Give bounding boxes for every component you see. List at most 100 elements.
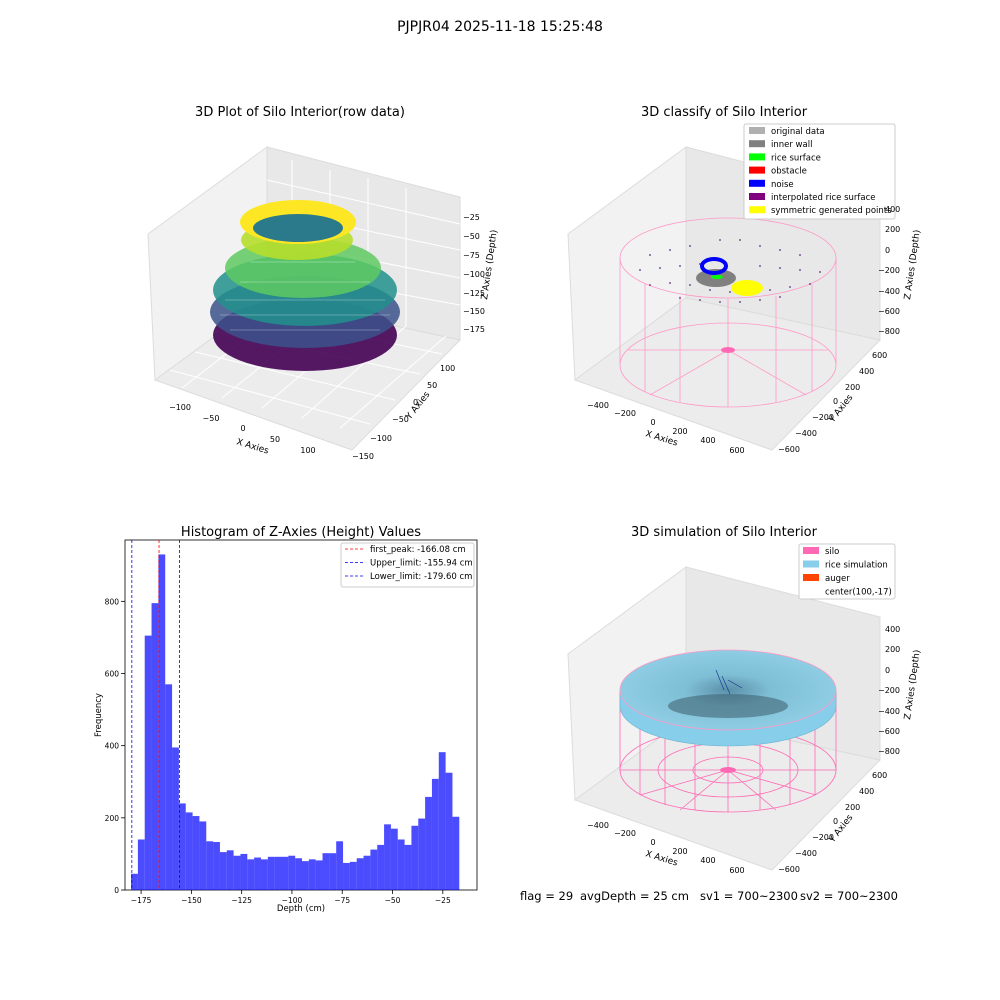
raw-rim-inner xyxy=(253,214,343,242)
hist-bar xyxy=(356,858,364,890)
raw-ytick: 0 xyxy=(413,398,418,407)
hist-bar xyxy=(295,858,303,890)
raw-ytick: −100 xyxy=(370,434,392,443)
suptitle: PJPJR04 2025-11-18 15:25:48 xyxy=(397,19,603,35)
classify-xtick: 0 xyxy=(650,418,655,427)
classify-center-mark xyxy=(721,347,735,353)
classify-ylabel: Y Axies xyxy=(827,393,856,426)
status-line: flag = 29 avgDepth = 25 cm sv1 = 700~230… xyxy=(520,889,898,903)
raw-ytick: −50 xyxy=(392,415,409,424)
hist-legend-frame xyxy=(340,542,475,588)
simulation-legend-label: auger xyxy=(825,574,850,584)
hist-legend-items: first_peak: -166.08 cm Upper_limit: -155.… xyxy=(345,545,473,582)
hist-xtick-label: −100 xyxy=(282,896,303,905)
sim-ytick: 0 xyxy=(833,817,838,826)
classify-legend-swatch xyxy=(749,166,765,174)
hist-xtick-label: −125 xyxy=(231,896,252,905)
raw-x-ticks: −100 −50 0 50 100 xyxy=(169,403,316,455)
hist-bar xyxy=(425,796,432,890)
avg-depth-text: avgDepth = 25 cm xyxy=(580,889,689,903)
sim-center-mark xyxy=(720,767,736,773)
raw-xlabel: X Axies xyxy=(235,437,270,456)
classify-ztick: −200 xyxy=(878,266,900,275)
sv1-text: sv1 = 700~2300 xyxy=(700,889,798,903)
raw-ytick: 100 xyxy=(440,364,455,373)
classify-legend: original data inner wall rice surface obsta… xyxy=(743,123,896,220)
hist-bar xyxy=(404,844,412,890)
sim-ytick: −600 xyxy=(778,865,800,874)
hist-ylabel: Frequency xyxy=(94,693,104,737)
classify-legend-label: obstacle xyxy=(771,167,807,177)
hist-bar xyxy=(213,842,220,890)
hist-bar xyxy=(370,849,378,890)
sv2-text: sv2 = 700~2300 xyxy=(800,889,898,903)
hist-bar xyxy=(377,844,385,890)
classify-dot-grid xyxy=(639,239,821,303)
classify-rice-surface xyxy=(711,275,723,279)
hist-bar xyxy=(397,839,405,890)
classify-legend-label: original data xyxy=(771,127,825,137)
hist-bar xyxy=(165,684,173,890)
hist-bar xyxy=(329,853,337,890)
hist-bar xyxy=(144,635,152,890)
hist-bar xyxy=(322,853,330,890)
sim-ztick: −400 xyxy=(878,707,900,716)
raw-ztick: −75 xyxy=(463,251,480,260)
classify-floor-pane xyxy=(573,297,881,451)
raw-ytick: −150 xyxy=(352,452,374,461)
sim-ztick: 400 xyxy=(885,625,900,634)
hist-bar xyxy=(131,873,138,890)
hist-bar xyxy=(343,862,350,890)
sim-zlabel: Z Axies (Depth) xyxy=(903,649,923,720)
hist-xtick-label: −75 xyxy=(334,896,350,905)
hist-xtick-label: −50 xyxy=(385,896,401,905)
classify-ytick: −200 xyxy=(812,413,834,422)
classify-x-ticks: −400 −200 0 200 400 600 xyxy=(587,401,745,455)
simulation-legend-label: silo xyxy=(825,547,839,557)
simulation-legend-label: rice simulation xyxy=(825,561,888,571)
classify-legend-swatch xyxy=(749,206,765,214)
classify-xtick: 200 xyxy=(672,427,687,436)
sim-auger xyxy=(715,669,743,695)
raw-xtick: 100 xyxy=(300,446,315,455)
hist-bar xyxy=(274,856,282,890)
hist-ytick-label: 800 xyxy=(105,597,120,606)
hist-yticks: 0 200 400 600 800 xyxy=(105,597,125,895)
raw-xtick: 50 xyxy=(270,435,280,444)
hist-bar xyxy=(206,841,214,890)
classify-y-ticks: 600 400 200 0 −200 −400 −600 xyxy=(778,351,887,454)
classify-legend-swatch xyxy=(749,127,765,134)
hist-xtick-label: −150 xyxy=(181,896,202,905)
raw-xtick: −100 xyxy=(169,403,191,412)
hist-legend-label: Lower_limit: -179.60 cm xyxy=(370,572,472,582)
classify-xtick: −400 xyxy=(587,401,609,410)
classify-zlabel: Z Axies (Depth) xyxy=(903,229,923,300)
hist-xticks: −175 −150 −125 −100 −75 −50 −25 xyxy=(131,890,451,905)
hist-bar xyxy=(336,841,344,890)
hist-ytick-label: 200 xyxy=(105,814,120,823)
raw-point-cloud xyxy=(210,200,400,371)
raw-y-ticks: 100 50 0 −50 −100 −150 xyxy=(352,364,455,461)
classify-xtick: −200 xyxy=(614,409,636,418)
simulation-legend-frame xyxy=(798,543,896,600)
classify-legend-frame xyxy=(743,123,896,220)
simulation-legend-items: silo rice simulation auger center(100,-17) xyxy=(803,547,892,598)
classify-legend-swatch xyxy=(749,179,765,187)
sim-xtick: −200 xyxy=(614,829,636,838)
hist-bar xyxy=(431,778,439,890)
raw-ztick: −25 xyxy=(463,213,480,222)
sim-rice-hollow xyxy=(668,694,788,718)
sim-ytick: 600 xyxy=(872,771,887,780)
classify-symmetric-points xyxy=(731,280,763,296)
classify-legend-label: symmetric generated points xyxy=(771,206,892,216)
hist-bar xyxy=(199,821,207,890)
classify-legend-swatch xyxy=(749,153,765,161)
raw-panel: 3D Plot of Silo Interior(row data) xyxy=(147,105,500,461)
hist-ytick-label: 0 xyxy=(114,886,119,895)
raw-ztick: −150 xyxy=(463,307,485,316)
hist-bar xyxy=(260,859,268,890)
classify-ztick: −800 xyxy=(878,327,900,336)
hist-bar xyxy=(219,852,227,890)
classify-ytick: 0 xyxy=(833,397,838,406)
sim-ytick: −400 xyxy=(795,849,817,858)
